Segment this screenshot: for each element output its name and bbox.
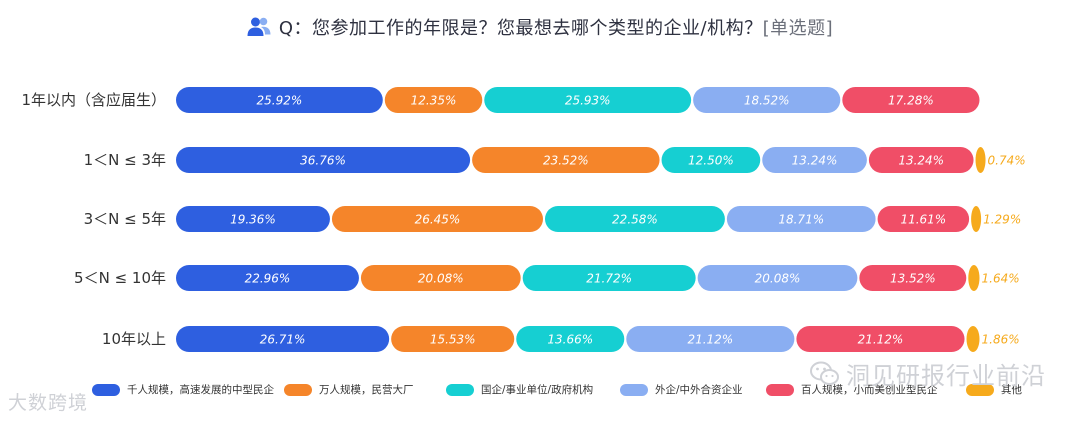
legend-label: 万人规模，民营大厂 [319,384,414,396]
watermark-right: 洞见研报行业前沿 [810,356,1046,391]
row-label: 3＜N ≤ 5年 [83,210,166,228]
data-label: 13.24% [898,154,944,168]
data-label: 13.52% [890,272,936,286]
data-label: 23.52% [543,154,589,168]
bar-segment [971,206,982,232]
data-label: 22.58% [612,213,658,227]
bar-segment [516,326,625,352]
bar-segment [176,206,330,232]
bar-segment [842,87,980,113]
data-label: 1.86% [982,333,1020,347]
legend-swatch [446,383,474,396]
bar-segment [176,87,383,113]
data-label: 26.71% [260,333,306,347]
data-label: 22.96% [245,272,291,286]
bar-segment [968,265,980,291]
row-label: 1＜N ≤ 3年 [83,151,166,169]
users-icon [247,17,271,36]
legend-swatch [966,383,994,396]
data-label: 21.72% [586,272,632,286]
chart-title: Q：您参加工作的年限是？您最想去哪个类型的企业/机构？[单选题] [0,14,1080,40]
bar-segment [484,87,692,113]
data-label: 1.64% [982,272,1020,286]
bar-segment [331,206,543,232]
bar-segment [176,265,359,291]
bar-segment [661,147,761,173]
legend-label: 外企/中外合资企业 [655,384,743,396]
bar-segment [176,326,390,352]
data-label: 11.61% [900,213,946,227]
row-label: 10年以上 [101,330,166,348]
data-label: 12.35% [411,94,457,108]
data-label: 20.08% [418,272,464,286]
data-label: 26.45% [415,213,461,227]
data-label: 25.92% [257,94,303,108]
row-label: 5＜N ≤ 10年 [74,269,166,287]
data-label: 13.66% [547,333,593,347]
legend-item: 国企/事业单位/政府机构 [446,382,593,397]
data-label: 12.50% [688,154,734,168]
data-label: 17.28% [888,94,934,108]
legend-label: 国企/事业单位/政府机构 [481,384,594,396]
bar-segment [544,206,725,232]
legend-label: 千人规模，高速发展的中型民企 [127,384,274,396]
data-label: 20.08% [755,272,801,286]
data-label: 18.52% [744,94,790,108]
bar-segment [966,326,980,352]
legend-swatch [620,383,648,396]
legend-label: 百人规模，小而美创业型民企 [801,384,938,396]
legend-swatch [766,383,794,396]
bar-segment [693,87,841,113]
legend-swatch [92,383,120,396]
data-label: 19.36% [230,213,276,227]
legend-item: 千人规模，高速发展的中型民企 [92,382,274,397]
bar-segment [384,87,483,113]
bar-segment [176,147,471,173]
watermark-right-text: 洞见研报行业前沿 [846,362,1046,390]
bar-segment [762,147,867,173]
wechat-icon [810,361,839,385]
data-label: 15.53% [430,333,476,347]
bar-segment [877,206,970,232]
bar-segment [522,265,696,291]
legend-item: 百人规模，小而美创业型民企 [766,382,938,397]
bar-segment [697,265,858,291]
data-label: 18.71% [778,213,824,227]
title-tag: [单选题] [762,18,834,39]
legend-item: 万人规模，民营大厂 [284,382,414,397]
data-label: 21.12% [858,333,904,347]
watermark-left: 大数跨境 [8,388,88,415]
row-label: 1年以内（含应届生） [21,91,166,109]
title-question: Q：您参加工作的年限是？您最想去哪个类型的企业/机构？ [278,18,763,39]
legend-item: 其他 [966,382,1022,397]
data-label: 1.29% [983,213,1021,227]
bar-segment [726,206,876,232]
bar-segment [360,265,521,291]
data-label: 21.12% [687,333,733,347]
bar-segment [391,326,515,352]
data-label: 36.76% [300,154,346,168]
legend-swatch [284,383,312,396]
bar-segment [626,326,795,352]
data-label: 25.93% [565,94,611,108]
legend-label: 其他 [1001,384,1022,396]
bar-segment [796,326,965,352]
legend: 千人规模，高速发展的中型民企 万人规模，民营大厂 国企/事业单位/政府机构 外企/中外… [92,382,1052,402]
data-label: 0.74% [988,154,1026,168]
data-label: 13.24% [792,154,838,168]
bar-segment [868,147,974,173]
legend-item: 外企/中外合资企业 [620,382,743,397]
bar-segment [859,265,967,291]
watermark-left-text: 大数跨境 [8,392,89,414]
bar-segment [472,147,660,173]
bar-segment [975,147,986,173]
